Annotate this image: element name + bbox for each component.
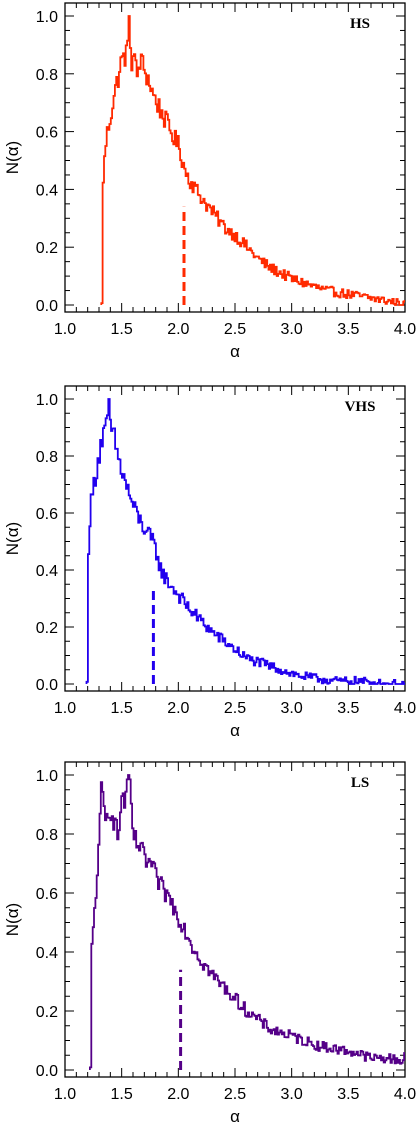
x-tick-label: 3.5 (337, 321, 359, 338)
x-tick-label: 2.0 (167, 1086, 189, 1103)
x-tick-label: 2.5 (224, 321, 246, 338)
panel-tag: HS (350, 16, 370, 32)
y-tick-label: 1.0 (36, 768, 58, 785)
y-axis-label: N(α) (3, 141, 22, 174)
y-tick-label: 0.8 (36, 827, 58, 844)
y-axis-label: N(α) (3, 522, 22, 555)
x-tick-label: 1.0 (54, 700, 76, 717)
x-tick-label: 2.5 (224, 1086, 246, 1103)
x-tick-label: 1.0 (54, 1086, 76, 1103)
histogram-line (89, 774, 405, 1070)
y-tick-label: 0.4 (36, 563, 58, 580)
x-tick-label: 2.0 (167, 321, 189, 338)
y-tick-label: 1.0 (36, 9, 58, 26)
x-tick-label: 3.5 (337, 1086, 359, 1103)
plot-frame (64, 761, 406, 1078)
y-tick-label: 0.6 (36, 886, 58, 903)
x-axis-label: α (230, 1107, 240, 1124)
x-tick-label: 1.5 (111, 700, 133, 717)
y-tick-label: 0.2 (36, 240, 58, 257)
panel-hs: 1.0 1.5 2.0 2.5 3.0 3.5 4.0 0.0 0.2 0.4 0.6 0.8 1.0 α… (3, 2, 416, 361)
x-tick-label: 4.0 (394, 1086, 416, 1103)
x-axis-label: α (230, 342, 240, 361)
y-tick-label: 0.6 (36, 125, 58, 142)
x-tick-label: 1.0 (54, 321, 76, 338)
y-tick-label: 0.6 (36, 506, 58, 523)
y-tick-label: 1.0 (36, 392, 58, 409)
x-axis-label: α (230, 721, 240, 740)
y-tick-label: 0.2 (36, 1004, 58, 1021)
y-tick-label: 0.0 (36, 298, 58, 315)
panel-ls: 1.0 1.5 2.0 2.5 3.0 3.5 4.0 0.0 0.2 0.4 0.6 0.8 1.0 α… (3, 761, 416, 1124)
panel-tag: LS (351, 775, 369, 791)
y-tick-label: 0.4 (36, 945, 58, 962)
x-tick-label: 4.0 (394, 321, 416, 338)
x-tick-label: 3.0 (281, 1086, 303, 1103)
y-tick-label: 0.0 (36, 1063, 58, 1080)
y-tick-label: 0.8 (36, 449, 58, 466)
y-tick-label: 0.8 (36, 67, 58, 84)
x-tick-label: 2.0 (167, 700, 189, 717)
y-tick-label: 0.2 (36, 620, 58, 637)
x-tick-label: 2.5 (224, 700, 246, 717)
x-tick-label: 1.5 (111, 321, 133, 338)
plot-frame (64, 2, 406, 313)
panel-vhs: 1.0 1.5 2.0 2.5 3.0 3.5 4.0 0.0 0.2 0.4 0.6 0.8 1.0 α… (3, 385, 416, 740)
x-tick-label: 3.0 (281, 321, 303, 338)
x-tick-label: 4.0 (394, 700, 416, 717)
x-tick-label: 3.0 (281, 700, 303, 717)
y-tick-label: 0.0 (36, 677, 58, 694)
y-axis-label: N(α) (3, 903, 22, 936)
y-tick-label: 0.4 (36, 182, 58, 199)
x-tick-label: 3.5 (337, 700, 359, 717)
x-tick-label: 1.5 (111, 1086, 133, 1103)
histogram-line (85, 398, 405, 685)
histogram-line (100, 15, 405, 306)
panel-tag: VHS (345, 399, 376, 415)
